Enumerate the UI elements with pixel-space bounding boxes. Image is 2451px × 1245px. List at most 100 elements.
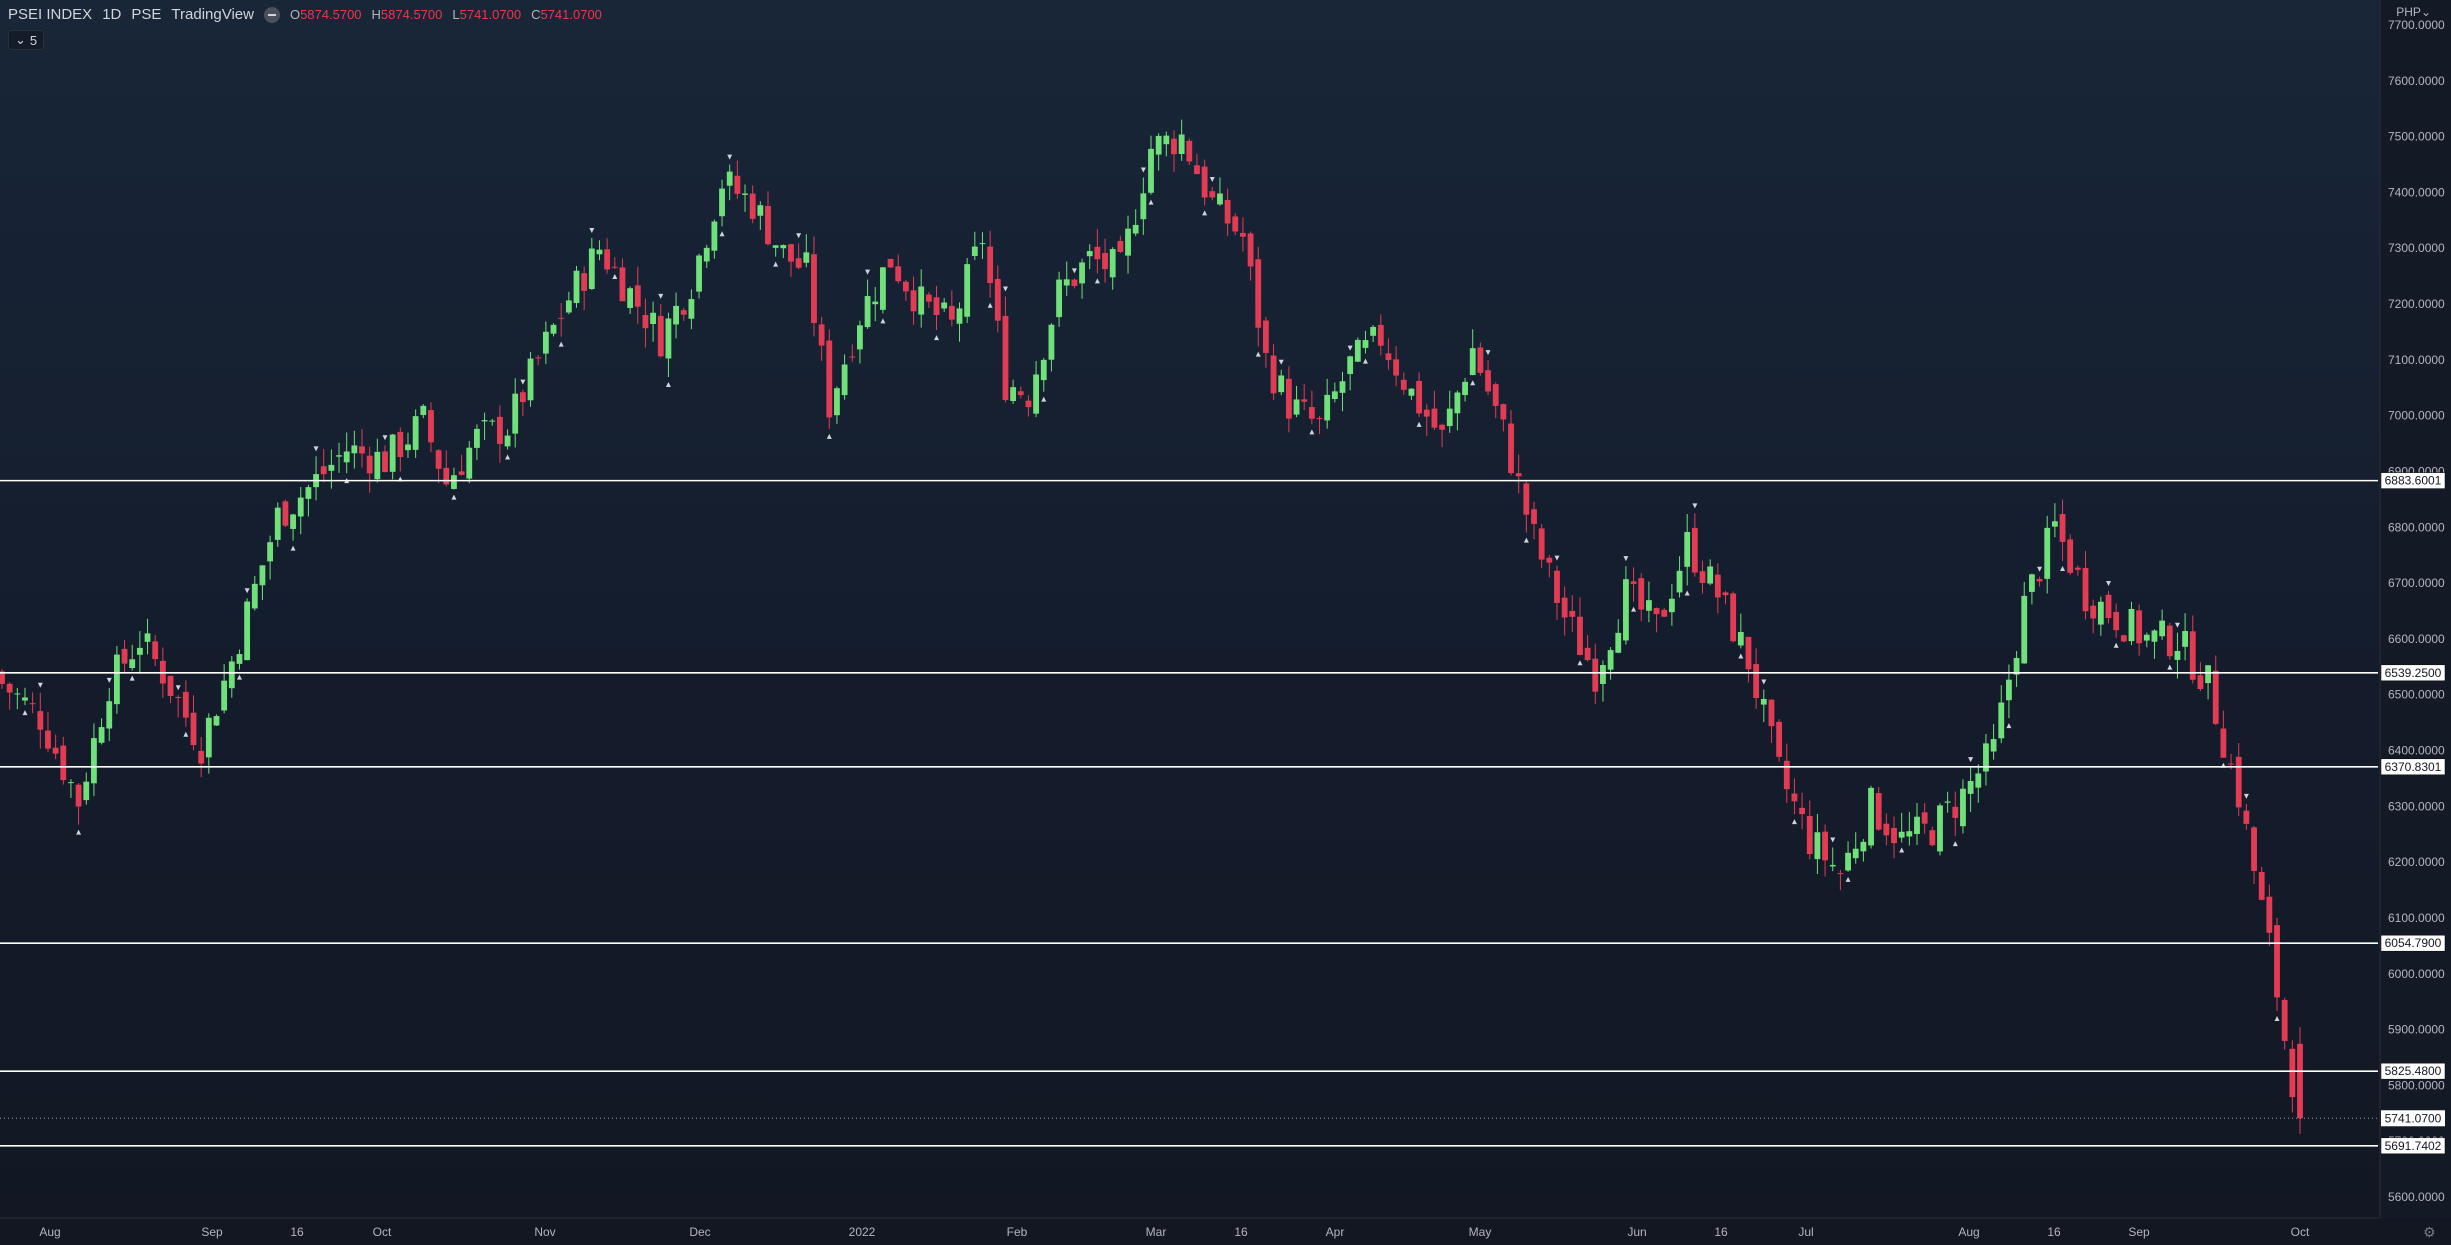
y-tick-label: 5800.0000 (2388, 1078, 2445, 1092)
y-tick-label: 7700.0000 (2388, 18, 2445, 32)
y-tick-label: 7600.0000 (2388, 74, 2445, 88)
candle-body (795, 258, 802, 268)
y-tick-label: 5600.0000 (2388, 1190, 2445, 1204)
candle-body (834, 388, 840, 416)
candle-body (2051, 521, 2058, 527)
candle-body (1975, 773, 1982, 788)
candle-body (1140, 193, 1147, 220)
candle-body (1017, 391, 1024, 396)
x-tick-label: Aug (39, 1225, 60, 1239)
x-tick-label: Aug (1958, 1225, 1979, 1239)
candle-body (550, 324, 557, 334)
pivot-low-marker (76, 829, 82, 835)
candle-body (1477, 347, 1484, 373)
candle-body (6, 683, 13, 693)
candle-body (1875, 793, 1882, 830)
level-label: 6883.6001 (2385, 474, 2442, 488)
candle-body (1285, 378, 1292, 419)
candle-body (925, 294, 932, 302)
candle-body (2274, 925, 2280, 998)
candle-body (711, 221, 718, 251)
pivot-high-marker (1485, 350, 1491, 356)
candle-body (1178, 134, 1185, 154)
candle-body (1439, 424, 1445, 430)
indicators-toggle-button[interactable]: ⌄ 5 (8, 30, 45, 50)
candle-body (703, 247, 710, 262)
candle-body (933, 297, 940, 316)
candle-body (420, 405, 427, 416)
candle-body (1492, 384, 1499, 406)
candle-body (1684, 531, 1691, 567)
candle-body (343, 451, 350, 463)
candle-body (519, 392, 526, 403)
level-label-box (2380, 472, 2446, 489)
x-tick-label: Jul (1798, 1225, 1813, 1239)
candle-body (129, 659, 136, 669)
candle-body (879, 267, 886, 310)
pivot-low-marker (987, 302, 993, 308)
candle-body (803, 252, 810, 263)
candle-body (857, 325, 863, 350)
candle-body (297, 497, 304, 517)
interval-label[interactable]: 1D (102, 6, 122, 23)
x-tick-label: Sep (201, 1225, 223, 1239)
pivot-high-marker (2174, 622, 2180, 628)
candle-body (2189, 631, 2196, 680)
ohlc-values: O5874.5700 H5874.5700 L5741.0700 C5741.0… (290, 7, 602, 22)
candle-body (175, 697, 182, 699)
ohlc-close: C5741.0700 (531, 7, 602, 22)
candle-body (2120, 635, 2127, 642)
candle-body (1783, 760, 1790, 790)
candles (0, 119, 2303, 1135)
time-axis[interactable] (0, 1218, 2451, 1245)
candle-body (726, 171, 733, 186)
candle-body (2036, 579, 2043, 582)
level-label-box (2380, 934, 2446, 952)
candle-body (1730, 593, 1737, 642)
candle-body (1929, 830, 1936, 846)
currency-selector[interactable]: PHP⌄ (2396, 5, 2431, 19)
candle-body (2059, 513, 2066, 542)
candle-body (1048, 324, 1055, 360)
candle-body (1485, 370, 1491, 392)
candle-body (1822, 831, 1828, 861)
candle-body (106, 701, 113, 729)
pivot-high-marker (106, 677, 112, 683)
candle-body (1691, 527, 1698, 573)
candle-body (1056, 279, 1062, 318)
candle-body (1446, 408, 1453, 427)
candle-body (274, 507, 281, 540)
candle-body (1569, 610, 1576, 617)
x-tick-label: 16 (2047, 1225, 2061, 1239)
pivot-low-marker (665, 382, 671, 388)
candle-body (742, 193, 748, 195)
candle-body (1040, 359, 1047, 381)
candle-body (1278, 375, 1285, 393)
y-tick-label: 7300.0000 (2388, 241, 2445, 255)
candle-body (987, 246, 994, 284)
symbol-name[interactable]: PSEI INDEX (8, 6, 93, 23)
pivot-high-marker (1761, 679, 1767, 685)
candle-body (2090, 605, 2097, 619)
candle-body (1339, 381, 1346, 393)
candle-body (496, 416, 503, 444)
candle-body (588, 248, 595, 289)
candle-body (780, 245, 787, 249)
price-axis[interactable] (2380, 0, 2451, 1245)
candle-body (2182, 631, 2189, 647)
pivot-low-marker (22, 710, 28, 716)
x-tick-label: Apr (1326, 1225, 1345, 1239)
candle-body (1937, 805, 1943, 852)
hide-icon[interactable] (263, 6, 280, 23)
candle-body (910, 290, 917, 312)
candle-body (573, 270, 580, 304)
pivot-low-marker (183, 731, 189, 737)
candle-body (205, 717, 212, 758)
pivot-low-marker (1470, 380, 1476, 386)
gear-icon[interactable]: ⚙ (2423, 1224, 2436, 1240)
pivot-low-marker (2060, 566, 2066, 572)
candle-body (152, 641, 159, 660)
candle-body (320, 466, 327, 475)
candle-body (221, 680, 228, 711)
